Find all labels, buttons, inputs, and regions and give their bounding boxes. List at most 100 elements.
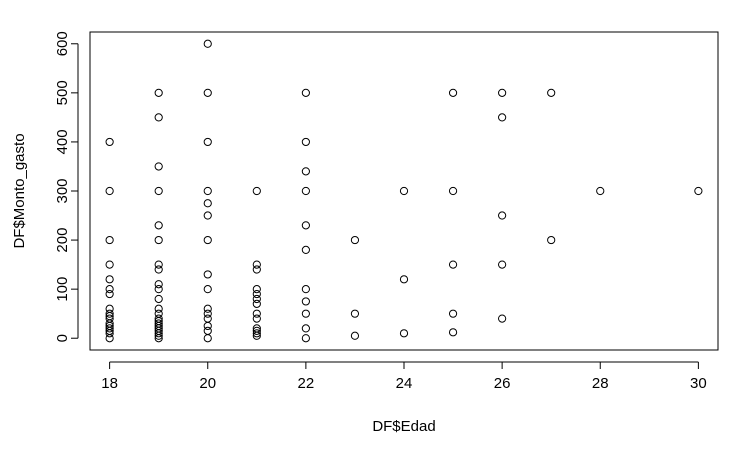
data-point [154,294,163,304]
y-axis-title: DF$Monto_gasto [11,133,28,248]
data-point [105,137,114,147]
data-point [105,275,114,284]
data-point [252,326,261,335]
y-tick-label: 400 [54,129,71,154]
x-tick-label: 28 [592,375,609,392]
data-point [301,285,310,294]
data-point [105,285,114,294]
data-point [301,324,310,333]
data-point [154,304,163,313]
data-point [105,334,114,343]
y-tick-label: 600 [54,31,71,56]
x-axis-title: DF$Edad [372,418,435,435]
data-point [154,265,163,274]
data-point [154,331,163,340]
data-point [203,334,212,343]
data-point [448,88,458,97]
plot-box [89,31,719,351]
x-tick-label: 26 [494,375,511,392]
data-point [301,221,310,230]
data-point [301,334,310,343]
data-point [203,186,212,196]
data-point [203,314,212,323]
data-point [350,331,360,340]
data-point [498,260,507,269]
data-point [105,235,114,245]
data-point [154,113,163,122]
data-point [498,211,507,220]
data-point [105,329,114,338]
data-points [105,39,703,343]
data-point [252,329,261,338]
x-tick-label: 30 [690,375,707,392]
data-point [203,235,212,245]
data-point [105,260,114,269]
data-point [203,326,212,335]
data-point [203,88,212,97]
y-tick-label: 200 [54,228,71,253]
data-point [105,289,114,299]
data-point [694,186,703,196]
data-point [301,167,310,176]
data-point [154,260,163,269]
data-point [301,137,310,147]
data-point [252,331,261,340]
data-point [596,186,605,196]
data-point [154,329,163,338]
data-point [203,270,212,279]
x-tick-label: 24 [396,375,413,392]
data-point [399,275,409,284]
data-point [203,321,212,331]
y-tick-label: 0 [54,334,71,342]
data-point [105,309,114,318]
x-axis: 18 20 22 24 26 28 30 [101,361,707,392]
data-point [203,39,212,48]
data-point [105,186,114,196]
data-point [252,309,261,318]
data-point [252,289,261,299]
y-tick-label: 500 [54,80,71,105]
data-point [154,88,163,97]
data-point [399,186,409,196]
data-point [448,260,458,269]
data-point [547,235,556,245]
x-tick-label: 22 [298,375,315,392]
data-point [252,314,261,323]
data-point [448,309,458,318]
data-point [154,162,163,171]
data-point [154,235,163,245]
data-point [498,314,507,323]
data-point [154,334,163,343]
data-point [498,113,507,122]
data-point [252,260,261,269]
data-point [203,285,212,294]
y-tick-label: 300 [54,178,71,203]
y-axis: 0 100 200 300 400 500 600 [54,31,79,342]
data-point [252,299,261,308]
data-point [350,235,360,245]
data-point [301,186,310,196]
y-tick-label: 100 [54,277,71,302]
data-point [154,186,163,196]
data-point [252,294,261,304]
data-point [448,186,458,196]
data-point [350,309,360,318]
data-point [203,137,212,147]
data-point [154,221,163,230]
data-point [498,88,507,97]
data-point [399,329,409,338]
data-point [203,199,212,208]
data-point [301,297,310,306]
data-point [203,211,212,220]
x-tick-label: 18 [101,375,118,392]
data-point [547,88,556,97]
data-point [203,309,212,318]
data-point [301,309,310,318]
data-point [252,265,261,274]
data-point [154,280,163,289]
data-point [301,88,310,97]
data-point [203,304,212,313]
data-point [301,245,310,254]
data-point [154,285,163,294]
